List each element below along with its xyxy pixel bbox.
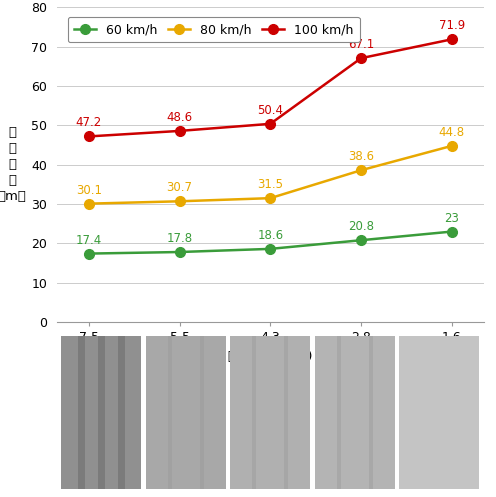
Text: 47.2: 47.2 — [76, 116, 102, 130]
Text: 17.8: 17.8 — [167, 232, 192, 245]
Text: 20.8: 20.8 — [348, 220, 374, 233]
X-axis label: 트레드 깊이 (mm): 트레드 깊이 (mm) — [228, 349, 312, 363]
Bar — [98, 335, 105, 489]
Text: 71.9: 71.9 — [438, 19, 465, 32]
Bar — [399, 335, 479, 489]
Text: 23: 23 — [444, 212, 459, 225]
Bar — [118, 335, 125, 489]
Bar — [284, 335, 289, 489]
60 km/h — [177, 249, 183, 255]
Bar — [200, 335, 204, 489]
80 km/h — [267, 195, 273, 201]
Line: 60 km/h: 60 km/h — [84, 227, 457, 258]
80 km/h — [177, 198, 183, 204]
80 km/h — [86, 201, 92, 207]
100 km/h — [86, 133, 92, 139]
Bar — [230, 335, 310, 489]
Text: 44.8: 44.8 — [439, 126, 465, 139]
100 km/h — [267, 121, 273, 127]
Bar — [146, 335, 226, 489]
Text: 제
동
거
리
〔m〕: 제 동 거 리 〔m〕 — [0, 126, 27, 203]
Text: 17.4: 17.4 — [76, 234, 102, 247]
Bar — [369, 335, 373, 489]
Bar — [62, 335, 141, 489]
Text: 50.4: 50.4 — [257, 104, 283, 117]
Text: 31.5: 31.5 — [257, 178, 283, 191]
Line: 80 km/h: 80 km/h — [84, 141, 457, 209]
Bar — [337, 335, 341, 489]
Text: 38.6: 38.6 — [348, 150, 374, 164]
Bar — [314, 335, 395, 489]
60 km/h — [358, 237, 364, 243]
Bar — [78, 335, 85, 489]
Bar — [168, 335, 172, 489]
Legend: 60 km/h, 80 km/h, 100 km/h: 60 km/h, 80 km/h, 100 km/h — [67, 17, 360, 42]
Text: 30.1: 30.1 — [76, 184, 102, 197]
Text: 18.6: 18.6 — [257, 229, 283, 242]
100 km/h — [358, 55, 364, 61]
100 km/h — [177, 128, 183, 134]
Line: 100 km/h: 100 km/h — [84, 34, 457, 141]
60 km/h — [86, 250, 92, 256]
Text: 67.1: 67.1 — [348, 38, 374, 51]
Bar — [252, 335, 256, 489]
Text: 30.7: 30.7 — [167, 181, 192, 194]
Text: 48.6: 48.6 — [167, 111, 192, 124]
100 km/h — [449, 36, 455, 42]
60 km/h — [267, 246, 273, 252]
60 km/h — [449, 229, 455, 235]
80 km/h — [358, 167, 364, 173]
80 km/h — [449, 143, 455, 149]
